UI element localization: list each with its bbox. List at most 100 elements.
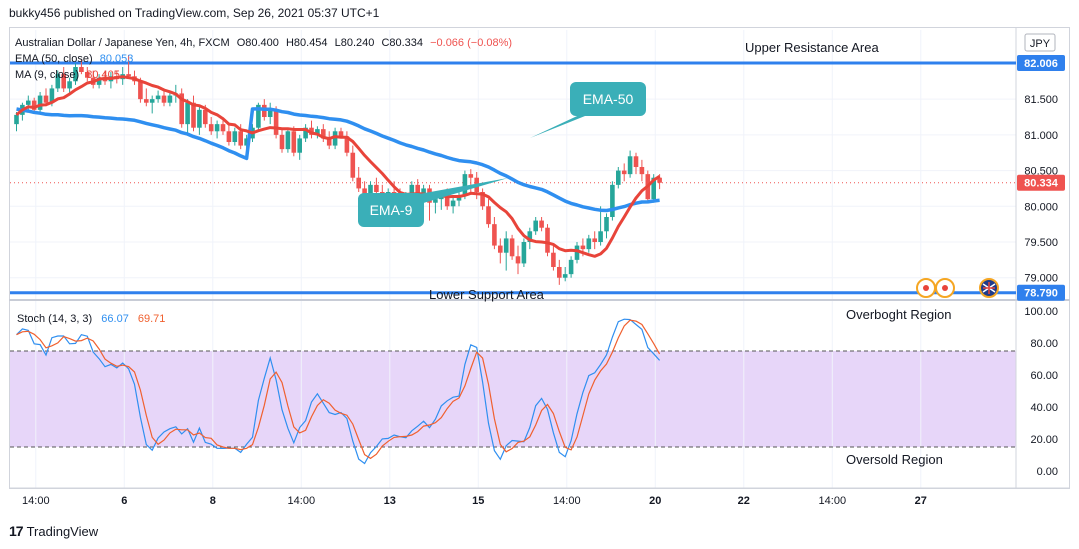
candle-body bbox=[604, 217, 609, 232]
candle-body bbox=[492, 224, 497, 246]
time-tick-label: 6 bbox=[121, 495, 127, 507]
candle-body bbox=[232, 131, 238, 142]
candle-body bbox=[208, 124, 214, 132]
candle-body bbox=[580, 245, 586, 250]
lower-support-label: Lower Support Area bbox=[429, 287, 545, 302]
candle-body bbox=[238, 131, 243, 146]
candle-body bbox=[509, 238, 515, 257]
candle-body bbox=[621, 170, 627, 175]
footer: 17 TradingView bbox=[9, 522, 98, 540]
candle-body bbox=[415, 184, 420, 196]
stoch-tick-label: 60.00 bbox=[1030, 370, 1058, 382]
time-tick-label: 14:00 bbox=[819, 495, 847, 507]
last-price-tag bbox=[1017, 174, 1065, 191]
ema50-callout-pointer bbox=[530, 110, 600, 138]
ema9-callout-text: EMA-9 bbox=[370, 202, 413, 218]
support-price-text: 78.790 bbox=[1024, 288, 1058, 300]
candle-body bbox=[297, 138, 302, 153]
candle-body bbox=[303, 127, 308, 139]
candle-body bbox=[433, 199, 438, 203]
legend-ema: EMA (50, close) 80.053 bbox=[15, 53, 133, 65]
time-tick-label: 14:00 bbox=[22, 495, 50, 507]
candle-body bbox=[332, 131, 338, 146]
candle-body bbox=[533, 220, 538, 232]
candle-body bbox=[149, 99, 155, 103]
candle-body bbox=[279, 134, 285, 150]
candle-body bbox=[616, 170, 621, 185]
candle-body bbox=[545, 227, 550, 253]
tradingview-logo-icon: 17 bbox=[9, 523, 24, 539]
footer-brand: TradingView bbox=[26, 523, 99, 539]
stoch-tick-label: 40.00 bbox=[1030, 402, 1058, 414]
stoch-tick-label: 20.00 bbox=[1030, 434, 1058, 446]
ema-9-line bbox=[15, 75, 661, 258]
candle-body bbox=[31, 100, 37, 110]
ema-50-line bbox=[16, 107, 660, 213]
legend-ma: MA (9, close) 80.405 bbox=[15, 69, 120, 81]
candle-body bbox=[37, 95, 43, 110]
ema50-callout-text: EMA-50 bbox=[583, 91, 634, 107]
stoch-k-line bbox=[16, 318, 661, 465]
candle-body bbox=[592, 238, 597, 242]
oversold-label: Oversold Region bbox=[846, 452, 943, 467]
time-tick-label: 27 bbox=[915, 495, 927, 507]
stoch-tick-label: 100.00 bbox=[1024, 306, 1058, 318]
time-tick-label: 14:00 bbox=[553, 495, 581, 507]
candle-body bbox=[203, 109, 208, 125]
price-tick-label: 79.000 bbox=[1024, 273, 1058, 285]
candle-body bbox=[338, 131, 344, 137]
candle-body bbox=[155, 95, 161, 100]
candle-body bbox=[557, 267, 562, 278]
time-tick-label: 13 bbox=[384, 495, 396, 507]
economic-event-icon[interactable] bbox=[935, 278, 955, 298]
candle-body bbox=[214, 124, 220, 132]
candle-body bbox=[462, 174, 468, 196]
legend-stoch: Stoch (14, 3, 3) 66.07 69.71 bbox=[17, 313, 165, 325]
australia-flag-icon[interactable] bbox=[979, 278, 999, 298]
price-tick-label: 80.000 bbox=[1024, 201, 1058, 213]
candle-body bbox=[79, 67, 84, 72]
candle-body bbox=[126, 74, 131, 77]
candle-body bbox=[409, 184, 415, 196]
candle-body bbox=[291, 131, 297, 153]
candle-body bbox=[26, 100, 31, 105]
candle-body bbox=[657, 177, 662, 183]
candle-body bbox=[639, 167, 645, 175]
last-price-text: 80.334 bbox=[1024, 178, 1059, 190]
candle-body bbox=[374, 184, 379, 192]
candle-body bbox=[244, 138, 249, 146]
candle-body bbox=[43, 95, 49, 103]
candle-body bbox=[96, 77, 102, 85]
resistance-price-text: 82.006 bbox=[1024, 58, 1058, 70]
candle-body bbox=[527, 231, 533, 242]
candle-body bbox=[167, 95, 173, 103]
candle-body bbox=[515, 256, 521, 264]
price-tick-label: 80.500 bbox=[1024, 166, 1058, 178]
legend-symbol: Australian Dollar / Japanese Yen, 4h, FX… bbox=[15, 37, 512, 49]
stoch-tick-label: 80.00 bbox=[1030, 338, 1058, 350]
candle-body bbox=[197, 109, 202, 128]
candle-body bbox=[273, 109, 279, 135]
candle-body bbox=[14, 114, 19, 125]
publisher-line: bukky456 published on TradingView.com, S… bbox=[9, 6, 380, 20]
stoch-d-line bbox=[16, 319, 661, 460]
candle-body bbox=[350, 152, 356, 178]
candle-body bbox=[627, 156, 633, 175]
candle-body bbox=[315, 129, 320, 135]
candle-body bbox=[586, 238, 592, 250]
support-price-tag bbox=[1017, 284, 1065, 301]
candle-body bbox=[49, 88, 55, 103]
currency-badge bbox=[1024, 33, 1056, 52]
candle-body bbox=[456, 195, 462, 201]
time-tick-label: 8 bbox=[210, 495, 216, 507]
candle-body bbox=[444, 195, 450, 207]
economic-event-icon[interactable] bbox=[916, 278, 936, 298]
resistance-price-tag bbox=[1017, 55, 1065, 71]
candle-body bbox=[486, 206, 491, 225]
candle-body bbox=[285, 131, 291, 150]
candle-body bbox=[368, 184, 373, 200]
candle-body bbox=[55, 74, 61, 89]
candle-body bbox=[267, 109, 273, 117]
candle-body bbox=[179, 93, 184, 125]
